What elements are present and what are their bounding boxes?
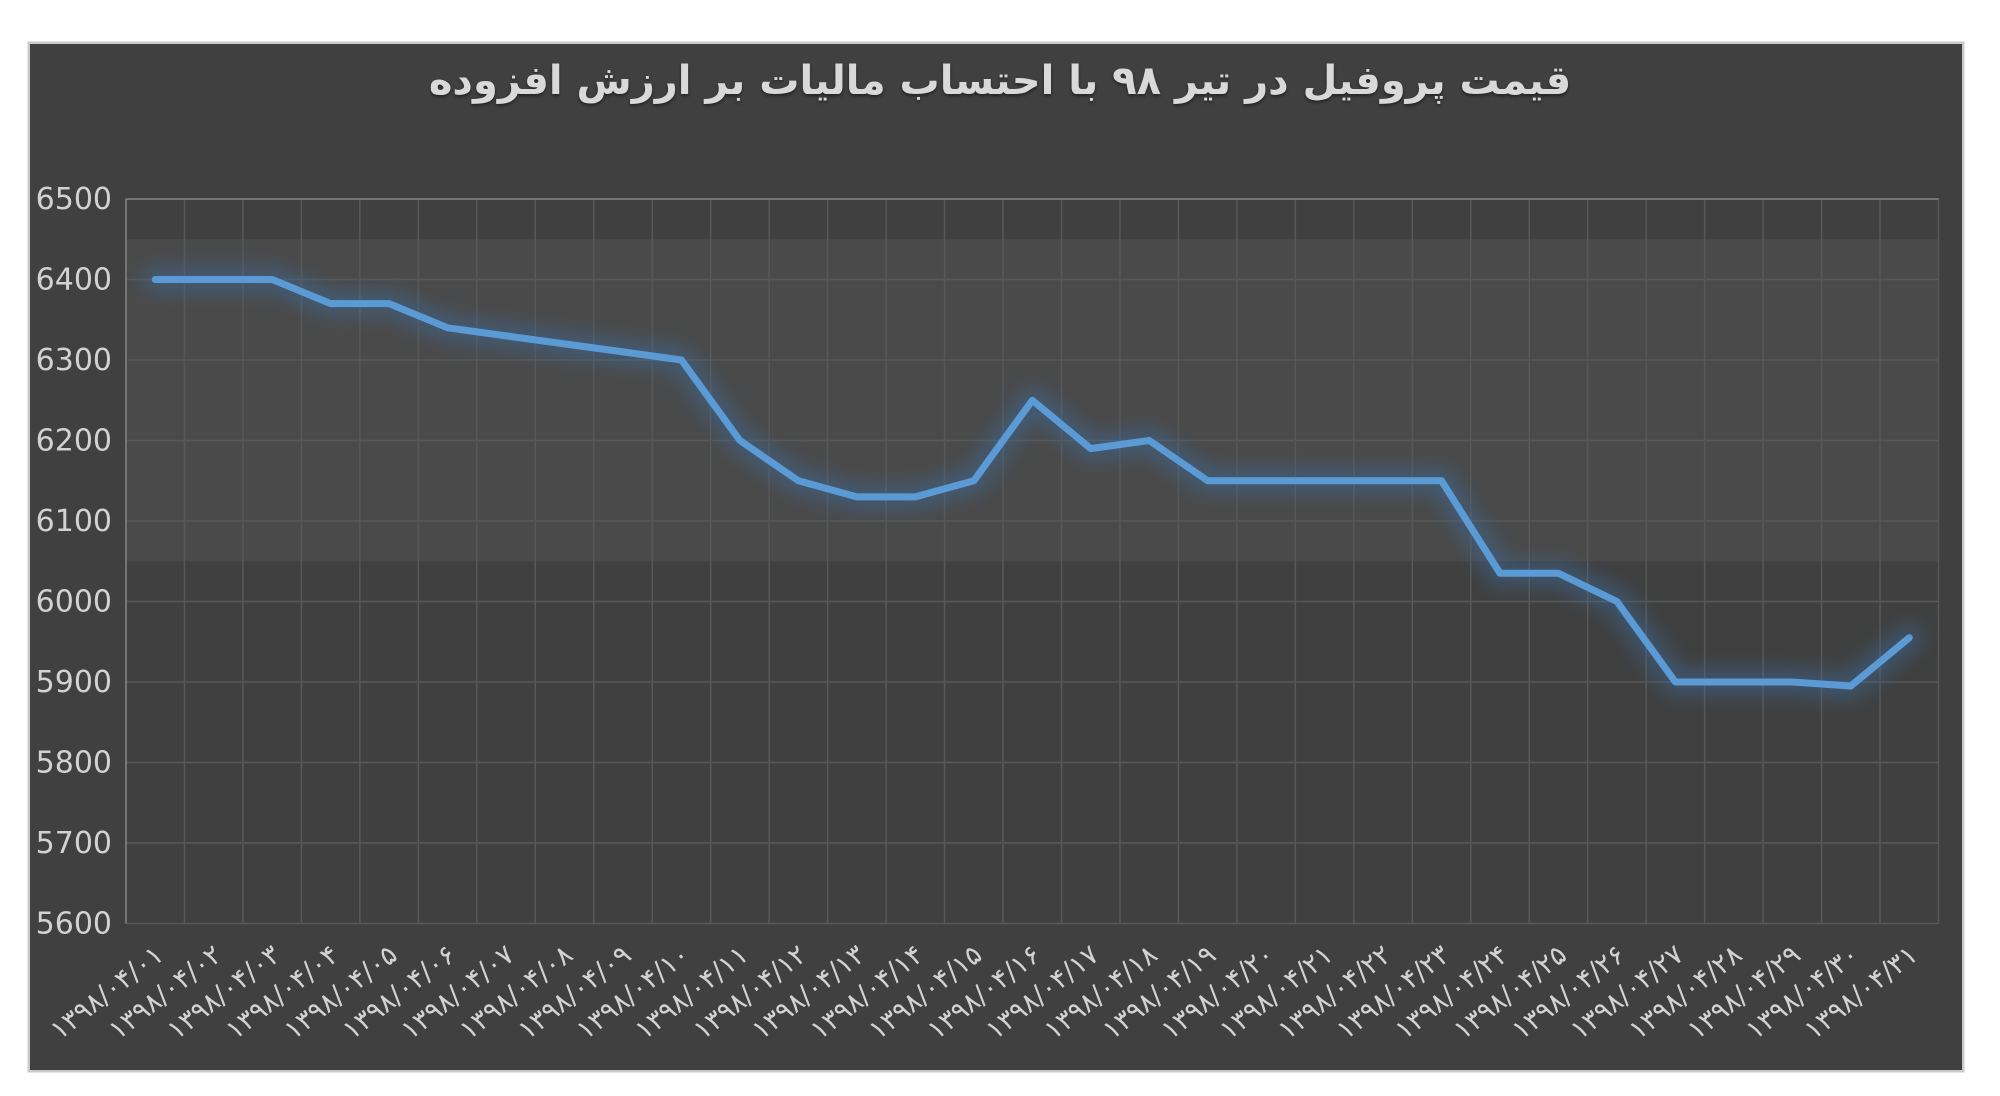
- chart-plot-background: [28, 42, 1964, 1072]
- gridlines: [125, 198, 1940, 925]
- y-tick-label: 6100: [36, 504, 112, 539]
- y-tick-label: 6500: [36, 182, 112, 217]
- y-tick-label: 5900: [36, 665, 112, 700]
- y-tick-label: 5800: [36, 746, 112, 781]
- y-axis-labels: 6500 6400 6300 6200 6100 6000 5900 5800 5700 5600: [36, 182, 112, 942]
- axis-lines: [125, 198, 1939, 924]
- y-tick-label: 6200: [36, 424, 112, 459]
- y-tick-label: 5700: [36, 826, 112, 861]
- y-tick-label: 6000: [36, 585, 112, 620]
- chart-title: قیمت پروفیل در تیر ۹۸ با احتساب مالیات ب…: [428, 58, 1572, 104]
- x-axis-labels: ۱۳۹۸/۰۴/۰۱۱۳۹۸/۰۴/۰۲۱۳۹۸/۰۴/۰۳۱۳۹۸/۰۴/۰۴…: [45, 939, 1924, 1046]
- y-tick-label: 6400: [36, 263, 112, 298]
- y-tick-label: 5600: [36, 907, 112, 942]
- y-tick-label: 6300: [36, 343, 112, 378]
- price-line: [151, 276, 1913, 690]
